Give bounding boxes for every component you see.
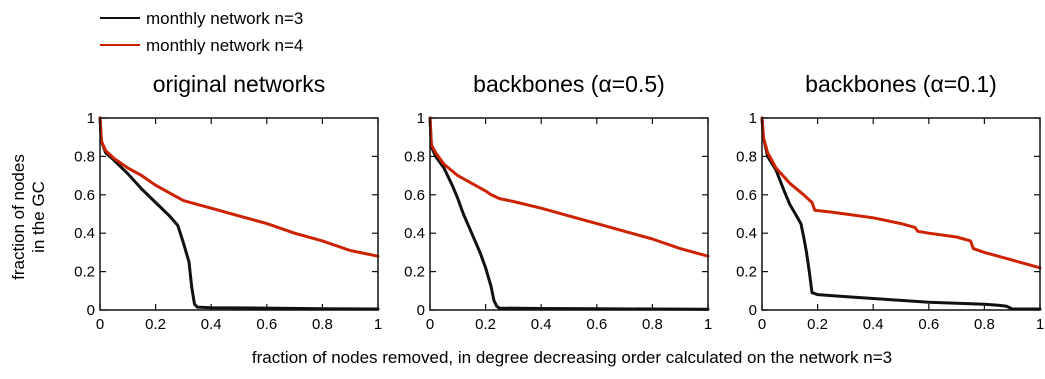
y-tick-label: 0.4 [736,225,757,242]
x-axis-label: fraction of nodes removed, in degree dec… [252,348,892,367]
y-tick-label: 0.2 [736,264,757,281]
panel-title: original networks [153,71,326,97]
series-line-n3 [428,116,710,311]
panel-title: backbones (α=0.1) [805,71,997,97]
y-tick-label: 0.4 [404,225,425,242]
plot-frame [761,117,1041,311]
x-tick-label: 0.4 [863,316,884,333]
panel-2: backbones (α=0.5) 00 0.2 0.2 0.4 0.4 0.6 0.6 0.8… [404,71,712,333]
y-tick-label: 0.8 [74,148,95,165]
x-tick-label: 0.8 [642,316,663,333]
panel-1: original networks 00 0.2 0.2 0.4 0.4 0.6 0.6 0.8… [74,71,382,333]
x-tick-label: 0.4 [531,316,552,333]
y-tick-label: 0.6 [404,187,425,204]
series-line-n3 [760,116,1042,311]
x-tick-label: 0.8 [974,316,995,333]
x-tick-label: 1 [374,316,382,333]
series-line-n4 [760,116,1042,270]
x-tick-label: 0 [758,316,766,333]
plot-frame [429,117,709,311]
y-tick-label: 0 [87,302,95,319]
x-tick-label: 0 [426,316,434,333]
y-tick-label: 0.8 [736,148,757,165]
x-tick-label: 0.2 [475,316,496,333]
series-line-n3 [98,116,380,311]
x-tick-label: 0 [96,316,104,333]
legend-label-n4: monthly network n=4 [146,36,303,55]
x-tick-label: 1 [1036,316,1044,333]
x-tick-label: 0.6 [256,316,277,333]
plot-frame [99,117,379,311]
y-tick-label: 1 [749,110,757,127]
y-tick-label: 0.4 [74,225,95,242]
x-tick-label: 0.6 [586,316,607,333]
y-tick-label: 0.6 [736,187,757,204]
x-tick-label: 1 [704,316,712,333]
legend: monthly network n=3 monthly network n=4 [100,9,303,55]
y-tick-label: 1 [87,110,95,127]
panel-3: backbones (α=0.1) 00 0.2 0.2 0.4 0.4 0.6 0.6 0.8… [736,71,1044,333]
x-tick-label: 0.6 [918,316,939,333]
y-tick-label: 0.2 [74,264,95,281]
legend-label-n3: monthly network n=3 [146,9,303,28]
y-tick-label: 0.8 [404,148,425,165]
y-axis-label-line-2: in the GC [29,181,48,253]
x-tick-label: 0.4 [201,316,222,333]
panel-title: backbones (α=0.5) [473,71,665,97]
y-axis-label-line-1: fraction of nodes [9,154,28,280]
y-tick-label: 0.2 [404,264,425,281]
series-line-n4 [428,116,710,258]
y-tick-label: 0 [417,302,425,319]
series-line-n4 [98,116,380,258]
x-tick-label: 0.2 [145,316,166,333]
x-tick-label: 0.2 [807,316,828,333]
panels: original networks000.20.20.40.40.60.60.8… [74,71,1044,333]
y-tick-label: 0.6 [74,187,95,204]
x-tick-label: 0.8 [312,316,333,333]
y-tick-label: 1 [417,110,425,127]
y-tick-label: 0 [749,302,757,319]
